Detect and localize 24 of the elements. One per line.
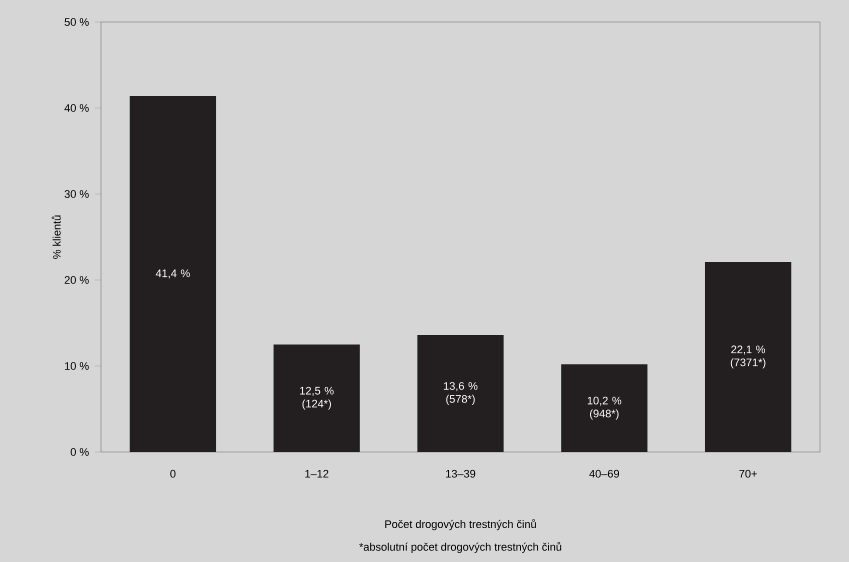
x-tick-label: 13–39 xyxy=(446,470,476,478)
x-tick-label: 0 xyxy=(170,470,176,478)
x-axis-title: Počet drogových trestných činů xyxy=(385,519,536,530)
bar xyxy=(704,262,792,452)
data-label: 12,5 % (124*) xyxy=(300,386,334,410)
x-tick-label: 70+ xyxy=(739,470,757,478)
bar xyxy=(274,344,360,452)
data-label: 10,2 % (948*) xyxy=(588,396,622,420)
y-tick-label: 30 % xyxy=(64,190,89,198)
bar xyxy=(561,364,648,452)
bar xyxy=(130,96,216,452)
data-label: 13,6 % (578*) xyxy=(444,382,478,405)
x-tick-label: 1–12 xyxy=(305,470,328,478)
data-label: 22,1 % (7371*) xyxy=(730,346,766,368)
y-tick-label: 20 % xyxy=(64,276,89,284)
y-tick-label: 50 % xyxy=(64,18,89,26)
bar xyxy=(417,335,504,452)
y-tick-label: 10 % xyxy=(64,362,89,370)
text: *absolutní počet drogových trestných činů xyxy=(359,542,562,553)
y-tick-label: 0 % xyxy=(70,448,89,456)
data-label: 41,4 % xyxy=(156,269,190,278)
y-tick-label: 40 % xyxy=(64,104,89,112)
x-tick-label: 40–69 xyxy=(589,470,620,478)
y-axis-title: % klientů xyxy=(52,216,61,259)
